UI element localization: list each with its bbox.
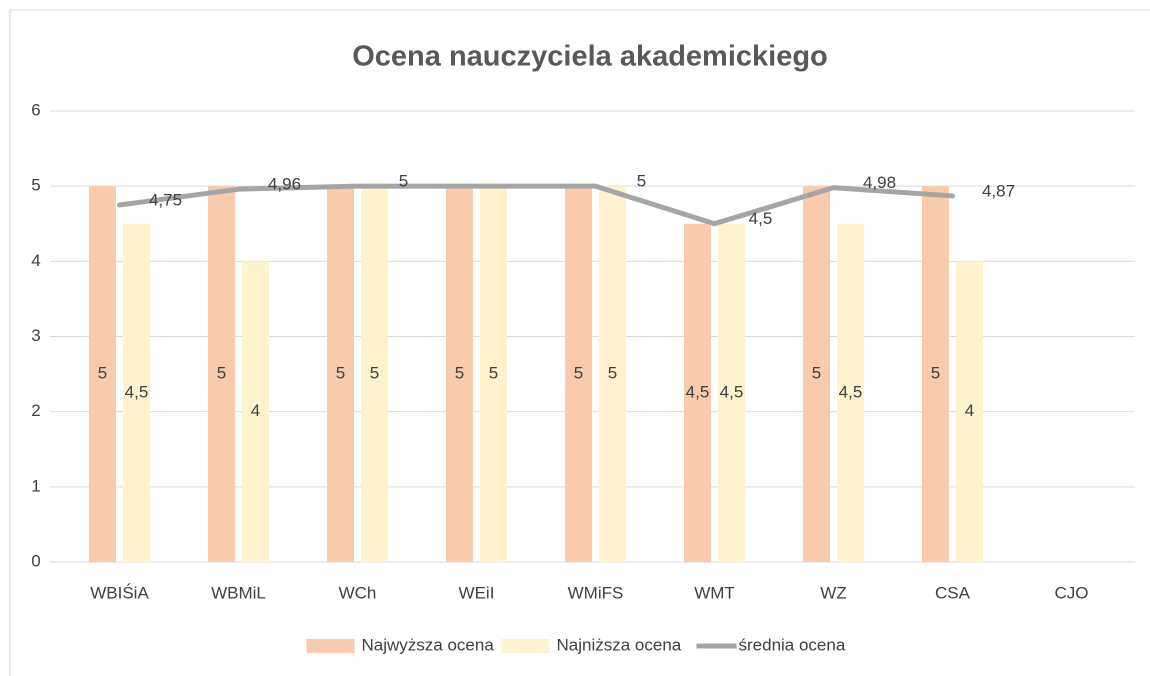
legend-swatch bbox=[501, 639, 550, 653]
y-tick-label: 5 bbox=[31, 176, 40, 195]
x-tick-label: WCh bbox=[339, 583, 377, 602]
y-tick-label: 4 bbox=[31, 251, 40, 270]
data-label: 5 bbox=[812, 364, 821, 383]
bar bbox=[89, 186, 116, 562]
data-label: 4,5 bbox=[125, 382, 149, 401]
bar bbox=[956, 261, 983, 562]
chart-title: Ocena nauczyciela akademickiego bbox=[352, 41, 828, 73]
x-tick-label: CSA bbox=[935, 583, 971, 602]
bar bbox=[123, 223, 150, 562]
legend-label: Najniższa ocena bbox=[557, 635, 682, 654]
bar bbox=[684, 223, 711, 562]
line-label: 5 bbox=[399, 172, 408, 191]
y-tick-label: 1 bbox=[31, 476, 40, 495]
legend-swatch bbox=[306, 639, 355, 653]
data-label: 5 bbox=[217, 364, 226, 383]
y-tick-label: 2 bbox=[31, 401, 40, 420]
bar bbox=[242, 261, 269, 562]
line-label: 4,87 bbox=[982, 181, 1015, 200]
x-tick-label: WEiI bbox=[459, 583, 495, 602]
bar bbox=[208, 186, 235, 562]
line-label: 4,5 bbox=[749, 209, 773, 228]
bar bbox=[922, 186, 949, 562]
bar bbox=[599, 186, 626, 562]
data-label: 5 bbox=[370, 364, 379, 383]
bar bbox=[327, 186, 354, 562]
bar bbox=[837, 223, 864, 562]
line-label: 4,96 bbox=[268, 175, 301, 194]
y-tick-label: 3 bbox=[31, 326, 40, 345]
legend-label: średnia ocena bbox=[739, 635, 846, 654]
bar bbox=[480, 186, 507, 562]
x-tick-label: WBIŚiA bbox=[90, 583, 149, 602]
legend-label: Najwyższa ocena bbox=[362, 635, 495, 654]
line-series bbox=[117, 183, 955, 227]
data-label: 4 bbox=[251, 401, 260, 420]
line-label: 4,75 bbox=[149, 190, 182, 209]
data-label: 5 bbox=[98, 364, 107, 383]
data-label: 4,5 bbox=[686, 382, 710, 401]
x-tick-label: WZ bbox=[820, 583, 846, 602]
data-label: 4 bbox=[965, 401, 974, 420]
bar bbox=[446, 186, 473, 562]
bar bbox=[803, 186, 830, 562]
data-label: 5 bbox=[455, 364, 464, 383]
bar bbox=[718, 223, 745, 562]
bar bbox=[565, 186, 592, 562]
x-tick-label: WMiFS bbox=[568, 583, 624, 602]
bar bbox=[361, 186, 388, 562]
x-tick-label: WMT bbox=[694, 583, 735, 602]
x-tick-label: WBMiL bbox=[211, 583, 266, 602]
line-label: 4,98 bbox=[863, 173, 896, 192]
y-tick-label: 6 bbox=[31, 100, 40, 119]
data-label: 5 bbox=[336, 364, 345, 383]
data-label: 4,5 bbox=[720, 382, 744, 401]
data-label: 5 bbox=[608, 364, 617, 383]
y-tick-label: 0 bbox=[31, 551, 40, 570]
line-label: 5 bbox=[637, 172, 646, 191]
data-label: 4,5 bbox=[839, 382, 863, 401]
data-label: 5 bbox=[931, 364, 940, 383]
x-tick-label: CJO bbox=[1055, 583, 1089, 602]
data-label: 5 bbox=[574, 364, 583, 383]
data-label: 5 bbox=[489, 364, 498, 383]
